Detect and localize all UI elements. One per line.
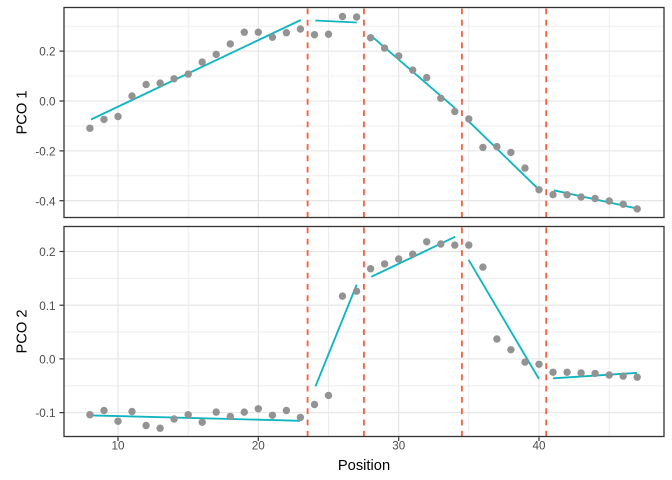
svg-text:0.2: 0.2 [39, 246, 55, 259]
svg-text:20: 20 [252, 440, 266, 453]
svg-text:PCO 2: PCO 2 [14, 309, 30, 353]
svg-text:-0.1: -0.1 [35, 407, 55, 420]
svg-text:Position: Position [338, 458, 390, 474]
svg-text:10: 10 [111, 440, 125, 453]
svg-text:PCO 1: PCO 1 [14, 90, 30, 134]
svg-text:40: 40 [532, 440, 546, 453]
svg-text:-0.4: -0.4 [35, 195, 56, 208]
svg-text:30: 30 [392, 440, 406, 453]
svg-text:0.0: 0.0 [39, 354, 56, 367]
svg-text:-0.2: -0.2 [35, 146, 55, 159]
svg-text:0.1: 0.1 [39, 300, 55, 313]
svg-text:0.0: 0.0 [39, 96, 56, 109]
svg-text:0.2: 0.2 [39, 46, 55, 59]
